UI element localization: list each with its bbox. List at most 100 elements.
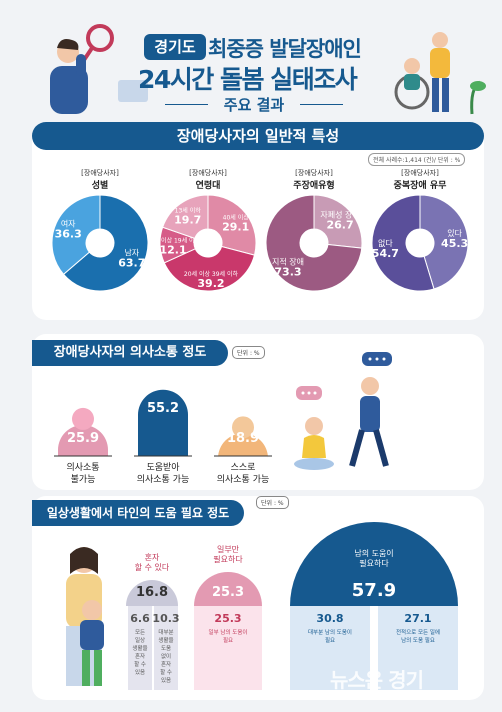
donut-slice [371, 194, 435, 292]
face-icon [72, 407, 94, 430]
help-sub-value: 10.3 [152, 612, 179, 625]
help-sub-desc: 혼자 [135, 652, 145, 660]
donut-label: 중복장애 유무 [393, 181, 447, 191]
slice-value: 63.7 [118, 257, 145, 270]
comm-value: 25.9 [67, 431, 99, 446]
donut-slice [313, 194, 363, 249]
help-sub-desc: 할 수 [160, 668, 172, 676]
comm-value: 18.9 [227, 431, 259, 446]
subtitle: 주요 결과 [208, 94, 300, 116]
donut-label-top: [장애당사자] [81, 169, 119, 177]
comm-value: 55.2 [147, 401, 179, 416]
help-sub-desc: 생활을 [132, 644, 147, 652]
help-group-label: 필요하다 [359, 558, 389, 568]
help-group-label: 할 수 있다 [135, 562, 170, 572]
help-sub-desc: 대부분 남의 도움이 [308, 628, 352, 636]
comm-bar [138, 389, 188, 456]
help-sub-desc: 도움 [161, 645, 171, 652]
help-sub-bar [154, 606, 178, 690]
help-sub-bar [194, 606, 262, 690]
slice-label: 13세 이하 [175, 206, 202, 214]
help-sub-desc: 남의 도움 필요 [401, 636, 435, 644]
slice-label: 지적 장애 [272, 256, 304, 266]
region-badge: 경기도 [144, 34, 206, 60]
comm-label: 의사소통 가능 [217, 474, 270, 485]
help-sub-desc: 혼자 [161, 660, 171, 668]
slice-value: 45.3 [441, 237, 468, 250]
comm-label: 의사소통 가능 [137, 474, 190, 485]
slice-label: 20세 이상 39세 이하 [184, 270, 239, 278]
section1-note: 전체 사례수:1,414 (건)/ 단위 : % [368, 153, 466, 166]
help-sub-desc: 대부분 [158, 628, 173, 636]
help-group-label: 혼자 [145, 552, 160, 562]
help-sub-desc: 일상 [135, 636, 145, 644]
help-sub-value: 25.3 [214, 612, 241, 625]
help-sub-desc: 생활을 [158, 636, 173, 644]
donut-label-top: [장애당사자] [189, 169, 227, 177]
slice-value: 54.7 [372, 247, 399, 260]
slice-value: 19.7 [174, 213, 201, 226]
comm-label: 스스로 [231, 462, 256, 473]
donut-col-disability-type: [장애당사자] 주장애유형 자폐성 장애 26.7 지적 장애 73.3 [258, 168, 370, 308]
slice-value: 39.2 [197, 277, 224, 290]
watermark: 뉴스온 경기 [330, 668, 424, 692]
slice-label: 자폐성 장애 [320, 210, 359, 220]
donut-col-multiple-disability: [장애당사자] 중복장애 유무 있다 45.3 없다 54.7 [364, 168, 476, 308]
help-group-label: 일부만 [217, 545, 240, 554]
title-line-1: 최중증 발달장애인 [208, 37, 362, 61]
donut-slice [207, 194, 257, 256]
slice-label: 여자 [61, 218, 76, 228]
donut-slice [62, 194, 149, 292]
donut-col-gender: [장애당사자] 성별 남자 63.7 여자 36.3 [44, 168, 156, 308]
help-sub-desc: 있음 [135, 668, 145, 676]
help-sub-desc: 없이 [161, 652, 171, 660]
donut-label-top: [장애당사자] [295, 169, 333, 177]
help-sub-desc: 있음 [161, 676, 171, 684]
slice-label: 있다 [447, 228, 462, 238]
section2-unit: 단위 : % [232, 346, 265, 359]
help-group-label: 필요하다 [213, 554, 243, 564]
family-wheelchair-illustration [394, 32, 486, 115]
slice-label: 남자 [124, 249, 139, 258]
help-group-value: 25.3 [212, 585, 244, 600]
comm-bar [58, 424, 108, 456]
comm-bar [218, 433, 268, 459]
slice-value: 26.7 [326, 219, 353, 232]
section3-title: 일상생활에서 타인의 도움 필요 정도 [32, 500, 244, 526]
comm-label: 도움받아 [146, 462, 180, 473]
section2-title: 장애당사자의 의사소통 정도 [32, 340, 228, 366]
donut-label: 주장애유형 [293, 181, 335, 191]
person-magnifier-illustration [50, 24, 114, 114]
help-sub-bar [128, 606, 152, 690]
help-group-label: 남의 도움이 [354, 548, 393, 558]
slice-value: 12.1 [159, 244, 186, 257]
slice-label: 14세 이상 19세 이하 [152, 237, 201, 245]
help-sub-value: 30.8 [316, 612, 343, 625]
help-sub-value: 27.1 [404, 612, 431, 625]
donut-label: 연령대 [195, 181, 221, 191]
help-group-shape [194, 572, 262, 606]
slice-value: 29.1 [222, 221, 249, 234]
slice-value: 36.3 [55, 227, 82, 240]
help-sub-bar [290, 606, 370, 690]
help-group-shape [126, 580, 178, 606]
donut-label: 성별 [91, 181, 109, 191]
help-sub-desc: 할 수 [134, 660, 146, 668]
help-sub-desc: 필요 [223, 637, 233, 644]
donut-label-top: [장애당사자] [401, 169, 439, 177]
comm-label: 의사소통 [66, 462, 99, 473]
header: 경기도 최중증 발달장애인 24시간 돌봄 실태조사 주요 결과 [0, 0, 502, 118]
donut-slice [163, 245, 256, 292]
slice-value: 73.3 [274, 265, 301, 278]
section1-title: 장애당사자의 일반적 특성 [32, 122, 484, 150]
slice-label: 없다 [378, 239, 393, 248]
donut-slice [419, 194, 469, 290]
help-sub-desc: 필요 [325, 637, 335, 644]
help-sub-desc: 일부 남의 도움이 [209, 628, 248, 636]
